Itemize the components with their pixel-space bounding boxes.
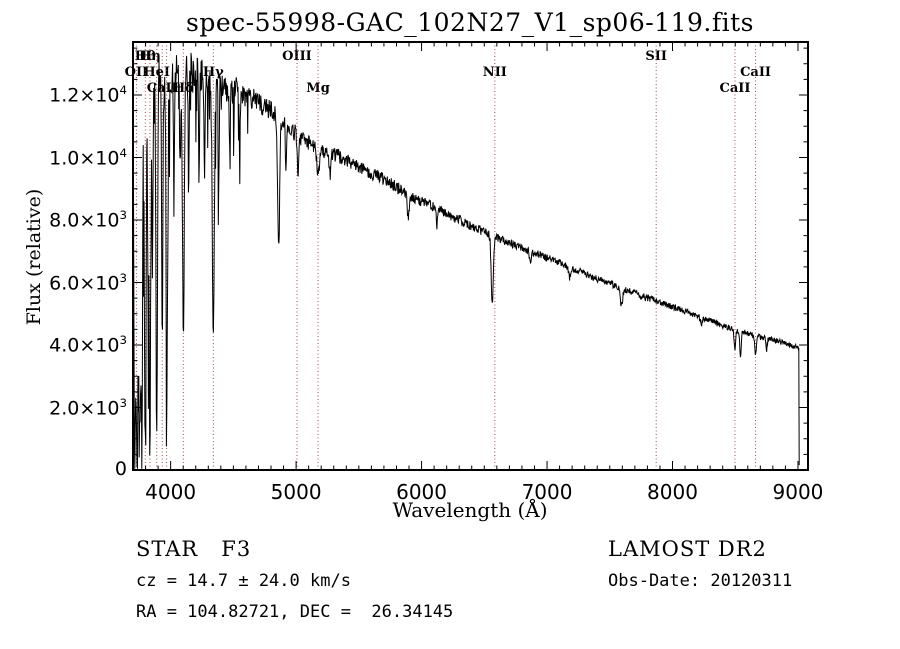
- obs-date-text: Obs-Date: 20120311: [608, 571, 793, 591]
- line-label-caii: CaII: [740, 65, 772, 80]
- y-tick-label: 1.0×104: [49, 145, 127, 169]
- line-label-hγ: Hγ: [202, 65, 224, 80]
- y-axis-title: Flux (relative): [23, 188, 45, 326]
- line-label-oii: OII: [124, 65, 149, 80]
- ra-dec-text: RA = 104.82721, DEC = 26.34145: [136, 602, 454, 622]
- plot-title: spec-55998-GAC_102N27_V1_sp06-119.fits: [186, 8, 754, 37]
- y-tick-label: 2.0×103: [49, 395, 127, 419]
- x-axis-title: Wavelength (Å): [392, 498, 548, 522]
- line-label-nii: NII: [482, 65, 507, 80]
- y-tick-label: 0: [114, 458, 127, 480]
- x-tick-label: 5000: [270, 480, 322, 504]
- x-tick-label: 4000: [145, 480, 197, 504]
- y-tick-label: 6.0×103: [49, 270, 127, 294]
- x-tick-label: 6000: [396, 480, 448, 504]
- x-tick-label: 9000: [772, 480, 824, 504]
- cz-velocity-text: cz = 14.7 ± 24.0 km/s: [136, 571, 351, 591]
- line-label-hei: HeI: [143, 65, 171, 80]
- y-tick-label: 8.0×103: [49, 208, 127, 232]
- y-tick-label: 4.0×103: [49, 333, 127, 357]
- y-tick-label: 1.2×104: [49, 83, 127, 107]
- object-class-text: STAR F3: [136, 537, 252, 561]
- x-tick-label: 8000: [647, 480, 698, 504]
- x-tick-label: 7000: [521, 480, 573, 504]
- survey-name-text: LAMOST DR2: [608, 537, 767, 561]
